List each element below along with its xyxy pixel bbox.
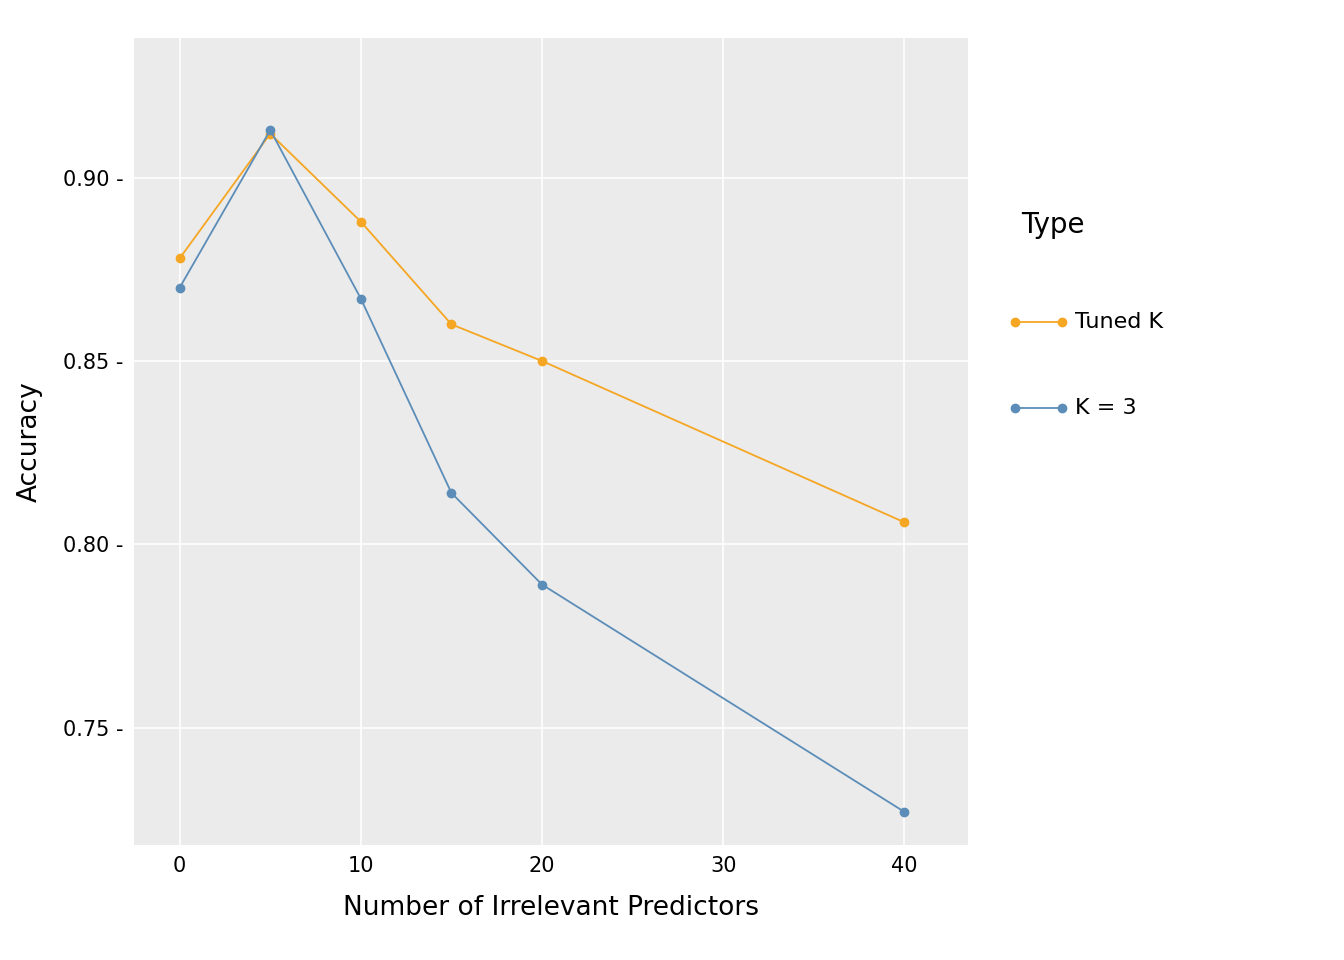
K = 3 bbox=[896, 806, 913, 818]
Text: Tuned K: Tuned K bbox=[1075, 312, 1164, 331]
Text: Type: Type bbox=[1021, 211, 1085, 239]
Text: K = 3: K = 3 bbox=[1075, 398, 1137, 418]
K = 3 bbox=[262, 124, 278, 135]
Tuned K bbox=[172, 252, 188, 264]
K = 3 bbox=[352, 293, 368, 304]
Tuned K bbox=[896, 516, 913, 528]
Tuned K bbox=[534, 355, 550, 367]
Tuned K bbox=[352, 216, 368, 228]
Tuned K bbox=[444, 319, 460, 330]
K = 3 bbox=[534, 579, 550, 590]
X-axis label: Number of Irrelevant Predictors: Number of Irrelevant Predictors bbox=[343, 896, 759, 922]
K = 3 bbox=[444, 487, 460, 498]
Tuned K bbox=[262, 128, 278, 139]
K = 3 bbox=[172, 282, 188, 294]
Line: Tuned K: Tuned K bbox=[176, 130, 909, 526]
Y-axis label: Accuracy: Accuracy bbox=[17, 381, 43, 502]
Line: K = 3: K = 3 bbox=[176, 126, 909, 816]
